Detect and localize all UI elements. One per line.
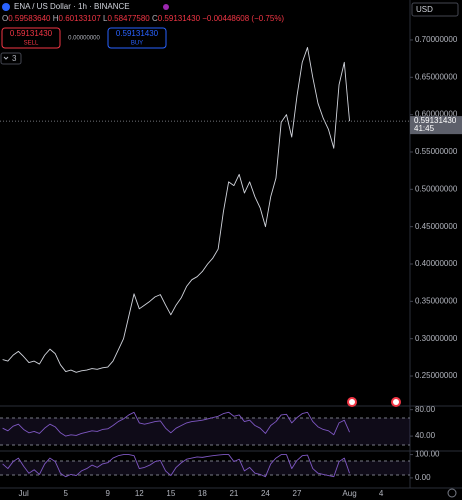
status-icon[interactable]	[163, 4, 169, 10]
y-tick-label: 0.00	[415, 473, 431, 482]
plots: Jul 5 9 12 15 18 21 24 27 Aug 4 0.25000000 0.3000000…	[0, 35, 458, 498]
settings-icon[interactable]	[447, 488, 457, 498]
x-tick-label: 27	[293, 489, 302, 498]
sell-button[interactable]	[1, 27, 61, 49]
ohlc-value: 0.60133107	[59, 14, 102, 23]
ohlc-key: C	[152, 14, 158, 23]
indicators-count: 3	[12, 54, 17, 63]
y-tick-label: 0.40000000	[415, 259, 458, 268]
x-tick-label: 15	[166, 489, 175, 498]
chevron	[3, 56, 9, 60]
sell-label: SELL	[24, 41, 39, 47]
x-tick-label: 9	[106, 489, 111, 498]
y-tick-label: 0.65000000	[415, 72, 458, 81]
x-tick-label: 18	[198, 489, 207, 498]
currency: USD	[416, 5, 433, 14]
price-line	[2, 411, 350, 437]
x-tick-label: 21	[229, 489, 238, 498]
y-tick-label: 80.00	[415, 405, 436, 414]
currency-select[interactable]	[411, 2, 459, 17]
change: −0.00448608 (−0.75%)	[202, 14, 284, 23]
x-tick-label: 4	[379, 489, 384, 498]
sell-price: 0.59131430	[10, 29, 53, 38]
price-line	[2, 454, 350, 478]
y-tick-label: 0.35000000	[415, 296, 458, 305]
ohlc-value: 0.59583640	[8, 14, 51, 23]
y-tick-label: 0.70000000	[415, 35, 458, 44]
ohlc-value: 0.58477580	[107, 14, 150, 23]
x-tick-label: 12	[135, 489, 144, 498]
y-tick-label: 0.60000000	[415, 110, 458, 119]
ohlc-line: O0.59583640 H0.60133107 L0.58477580 C0.5…	[2, 14, 284, 23]
buy-label: BUY	[131, 41, 143, 47]
spread: 0.00000000	[68, 36, 100, 42]
price-tag-box	[410, 116, 462, 135]
price-tag: 0.59131430 41:45	[410, 116, 462, 135]
y-tick-label: 0.55000000	[415, 147, 458, 156]
price-tag-countdown: 41:45	[414, 124, 435, 133]
ohlc-key: H	[53, 14, 59, 23]
buy-button[interactable]	[107, 27, 167, 49]
symbol-title: ENA / US Dollar · 1h · BINANCE	[14, 2, 130, 11]
ohlc-key: O	[2, 14, 8, 23]
buy-price: 0.59131430	[116, 29, 159, 38]
oscillator-band	[0, 461, 410, 475]
y-tick-label: 0.50000000	[415, 184, 458, 193]
ohlc-key: L	[103, 14, 108, 23]
price-line	[2, 46, 350, 373]
event-icon-inner	[393, 399, 399, 405]
price-tag-price: 0.59131430	[414, 116, 457, 125]
x-tick-label: Aug	[342, 489, 356, 498]
ohlc-value: 0.59131430	[158, 14, 201, 23]
x-tick-label: Jul	[19, 489, 29, 498]
y-tick-label: 0.30000000	[415, 334, 458, 343]
x-tick-label: 5	[63, 489, 68, 498]
event-icon-inner	[349, 399, 355, 405]
y-tick-label: 100.00	[415, 450, 440, 459]
x-tick-label: 24	[261, 489, 270, 498]
oscillator-band	[0, 418, 410, 445]
y-tick-label: 0.25000000	[415, 371, 458, 380]
symbol-icon	[2, 3, 10, 11]
y-tick-label: 0.45000000	[415, 222, 458, 231]
indicators-toggle[interactable]	[0, 52, 22, 65]
y-tick-label: 40.00	[415, 431, 436, 440]
